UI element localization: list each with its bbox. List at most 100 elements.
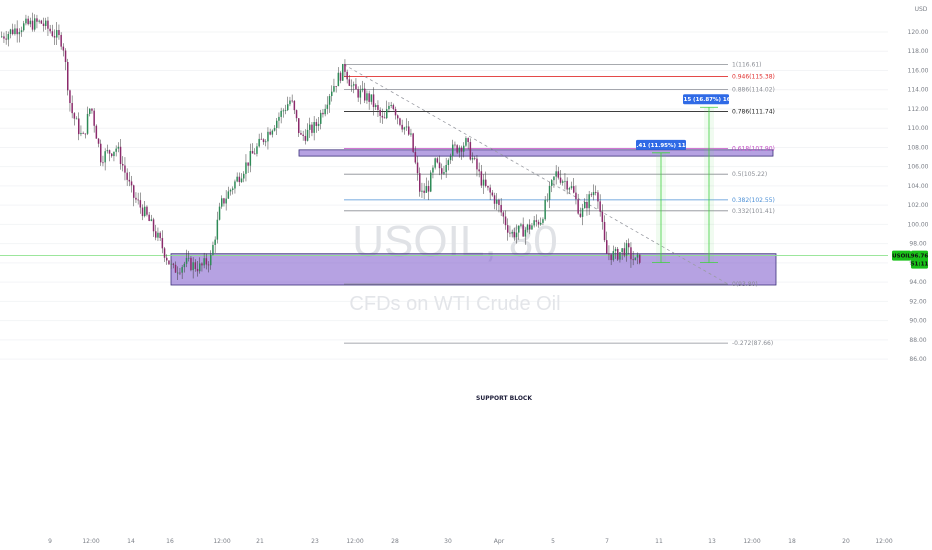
x-tick-label: 5 — [551, 538, 555, 545]
candle-down — [460, 147, 463, 152]
candle-down — [509, 232, 511, 234]
candle-down — [194, 262, 197, 269]
candle-down — [47, 20, 49, 29]
candle-up — [236, 176, 238, 182]
candle-down — [381, 115, 384, 118]
candle-up — [170, 263, 172, 265]
symbol-tag-text: USOIL — [892, 254, 911, 260]
candle-down — [262, 139, 265, 143]
candle-up — [221, 198, 223, 207]
candle-up — [267, 131, 269, 142]
candle-down — [478, 169, 480, 172]
candle-down — [639, 254, 641, 263]
candle-down — [423, 190, 425, 193]
candle-down — [632, 259, 634, 261]
candles — [1, 12, 641, 281]
candle-up — [511, 231, 513, 234]
candle-up — [183, 263, 186, 268]
y-tick-label: 88.00 — [909, 337, 926, 344]
candle-down — [53, 36, 56, 38]
y-tick-label: 112.00 — [908, 106, 929, 113]
currency-label: USD — [915, 6, 928, 13]
candle-down — [27, 18, 29, 25]
x-tick-label: 7 — [605, 538, 609, 545]
candle-up — [405, 126, 408, 128]
candle-up — [14, 28, 16, 35]
y-tick-label: 120.00 — [908, 29, 929, 36]
candle-up — [562, 181, 564, 183]
candle-down — [166, 257, 168, 261]
x-tick-label: 9 — [48, 538, 52, 545]
candle-down — [82, 132, 84, 134]
x-tick-label: 12:00 — [346, 538, 363, 545]
candle-up — [320, 112, 322, 124]
candle-up — [434, 158, 436, 168]
candle-up — [188, 257, 190, 259]
fib-level-label: 0.946(115.38) — [732, 73, 775, 80]
candle-down — [40, 20, 43, 24]
candle-up — [317, 123, 320, 126]
candle-up — [548, 185, 551, 200]
candle-down — [133, 185, 135, 198]
candle-up — [524, 229, 527, 237]
candle-up — [258, 138, 260, 147]
candle-down — [71, 103, 73, 114]
candle-up — [45, 20, 47, 27]
candle-down — [498, 199, 500, 205]
candle-down — [474, 157, 476, 159]
candle-up — [458, 147, 461, 153]
fib-level-label: 0.886(114.02) — [732, 87, 775, 94]
candle-up — [482, 179, 485, 186]
candle-down — [575, 192, 577, 200]
candle-down — [597, 192, 599, 202]
range-callout-box — [683, 94, 729, 105]
support-block-label: SUPPORT BLOCK — [476, 395, 532, 402]
candle-down — [119, 146, 122, 164]
candle-up — [366, 93, 368, 101]
candle-down — [419, 173, 421, 192]
candle-down — [42, 23, 45, 27]
candle-down — [300, 133, 302, 135]
candle-up — [568, 188, 571, 190]
y-tick-label: 90.00 — [909, 318, 926, 325]
candle-up — [636, 254, 639, 258]
candle-down — [126, 172, 128, 180]
candle-down — [427, 186, 430, 192]
x-tick-label: 21 — [256, 538, 264, 545]
candle-down — [152, 219, 155, 232]
x-tick-label: 18 — [788, 538, 796, 545]
candle-down — [412, 133, 414, 152]
y-tick-label: 104.00 — [908, 183, 929, 190]
candle-down — [108, 150, 111, 154]
candle-down — [12, 29, 14, 35]
candle-up — [515, 232, 518, 238]
candle-up — [421, 190, 423, 192]
candle-down — [205, 258, 208, 265]
candle-down — [348, 79, 351, 86]
candle-up — [306, 129, 309, 141]
candle-up — [326, 104, 329, 109]
candle-down — [78, 118, 80, 135]
candle-down — [49, 28, 51, 32]
range-callout-text: 16.15 (16.87%) 1615 — [674, 97, 739, 103]
candle-down — [223, 198, 225, 204]
support-block-zone — [170, 253, 777, 286]
candle-down — [260, 138, 263, 140]
candle-up — [23, 23, 25, 31]
candle-down — [399, 118, 401, 125]
candle-down — [628, 243, 630, 248]
candle-down — [623, 248, 626, 256]
candle-down — [441, 168, 443, 174]
candle-down — [36, 18, 38, 22]
candle-down — [608, 253, 610, 255]
candle-up — [75, 118, 78, 120]
y-tick-label: 94.00 — [909, 279, 926, 286]
candle-up — [625, 243, 628, 256]
candle-up — [328, 96, 331, 105]
candle-up — [80, 132, 82, 135]
x-tick-label: 12:00 — [213, 538, 230, 545]
candle-up — [533, 220, 535, 226]
candle-down — [489, 187, 491, 193]
